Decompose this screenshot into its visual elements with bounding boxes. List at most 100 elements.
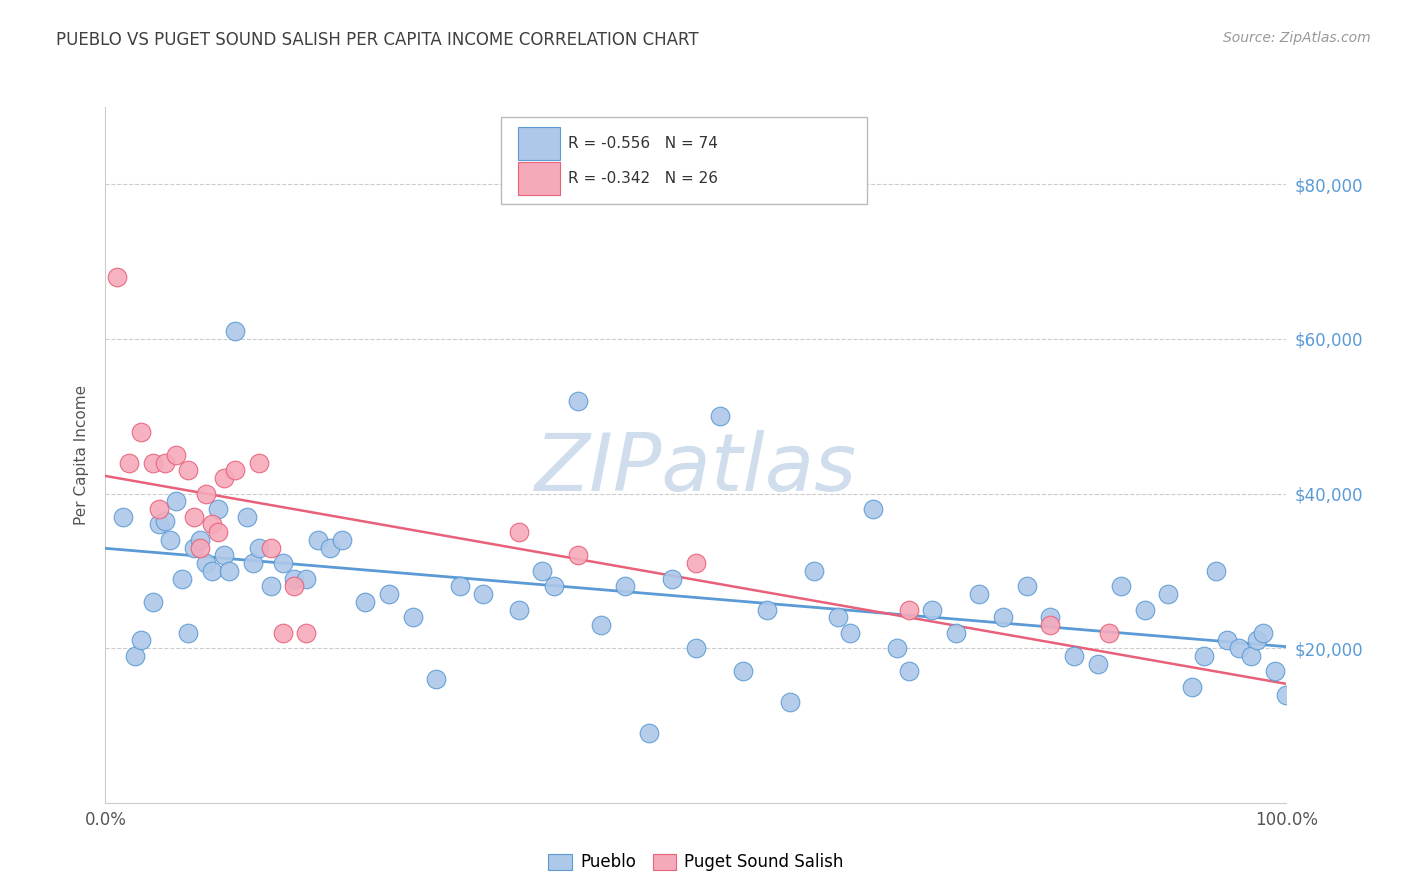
Point [271, 625, 294, 640]
Point [1227, 641, 1250, 656]
Point [188, 541, 211, 555]
Point [105, 270, 128, 285]
Point [803, 564, 825, 578]
Point [212, 549, 235, 563]
Point [1246, 633, 1268, 648]
Point [969, 587, 991, 601]
Point [247, 456, 270, 470]
Point [1157, 587, 1180, 601]
Text: R = -0.342   N = 26: R = -0.342 N = 26 [568, 171, 718, 186]
Point [188, 533, 211, 547]
Point [260, 541, 283, 555]
Point [425, 672, 447, 686]
Point [685, 641, 707, 656]
Point [124, 648, 146, 663]
Point [129, 633, 152, 648]
Point [1133, 602, 1156, 616]
Point [201, 564, 224, 578]
Point [295, 572, 318, 586]
Point [142, 595, 165, 609]
Point [779, 695, 801, 709]
Point [165, 494, 187, 508]
Point [153, 514, 176, 528]
Point [283, 572, 305, 586]
Point [614, 579, 637, 593]
Text: R = -0.556   N = 74: R = -0.556 N = 74 [568, 136, 718, 151]
Point [212, 471, 235, 485]
Point [159, 533, 181, 547]
Point [531, 564, 554, 578]
Point [567, 393, 589, 408]
Point [194, 486, 217, 500]
Point [838, 625, 860, 640]
FancyBboxPatch shape [517, 161, 560, 195]
Point [1240, 648, 1263, 663]
Point [1275, 688, 1298, 702]
Point [1087, 657, 1109, 671]
Point [194, 556, 217, 570]
Point [567, 549, 589, 563]
Point [945, 625, 967, 640]
Point [177, 625, 200, 640]
Point [153, 456, 176, 470]
Point [508, 602, 530, 616]
Point [1109, 579, 1132, 593]
Point [897, 602, 920, 616]
Point [207, 502, 229, 516]
Point [921, 602, 943, 616]
Point [236, 509, 259, 524]
Y-axis label: Per Capita Income: Per Capita Income [75, 384, 90, 525]
Point [1039, 610, 1062, 624]
Text: ZIPatlas: ZIPatlas [534, 430, 858, 508]
Point [148, 517, 170, 532]
Point [112, 509, 135, 524]
Point [1098, 625, 1121, 640]
Point [129, 425, 152, 439]
Point [207, 525, 229, 540]
Point [401, 610, 423, 624]
Point [886, 641, 908, 656]
Point [224, 324, 246, 338]
Point [260, 579, 283, 593]
Point [1264, 665, 1286, 679]
Point [862, 502, 884, 516]
Point [148, 502, 170, 516]
Point [118, 456, 141, 470]
Point [319, 541, 342, 555]
Point [755, 602, 778, 616]
Point [991, 610, 1014, 624]
Point [247, 541, 270, 555]
Point [637, 726, 659, 740]
Point [449, 579, 471, 593]
Point [1039, 618, 1062, 632]
Point [224, 463, 246, 477]
Point [591, 618, 613, 632]
Point [827, 610, 849, 624]
Point [183, 509, 205, 524]
Point [218, 564, 240, 578]
Point [1251, 625, 1274, 640]
Point [307, 533, 329, 547]
Point [378, 587, 401, 601]
FancyBboxPatch shape [517, 127, 560, 160]
Point [165, 448, 187, 462]
Point [177, 463, 200, 477]
Point [283, 579, 305, 593]
Point [142, 456, 165, 470]
Point [733, 665, 755, 679]
Point [201, 517, 224, 532]
Point [1181, 680, 1204, 694]
Point [242, 556, 264, 570]
Point [508, 525, 530, 540]
Point [295, 625, 318, 640]
Point [1015, 579, 1038, 593]
Point [1205, 564, 1227, 578]
Point [543, 579, 565, 593]
Text: PUEBLO VS PUGET SOUND SALISH PER CAPITA INCOME CORRELATION CHART: PUEBLO VS PUGET SOUND SALISH PER CAPITA … [56, 31, 699, 49]
FancyBboxPatch shape [501, 118, 868, 204]
Legend: Pueblo, Puget Sound Salish: Pueblo, Puget Sound Salish [541, 847, 851, 878]
Point [172, 572, 194, 586]
Point [709, 409, 731, 424]
Point [354, 595, 377, 609]
Point [1063, 648, 1085, 663]
